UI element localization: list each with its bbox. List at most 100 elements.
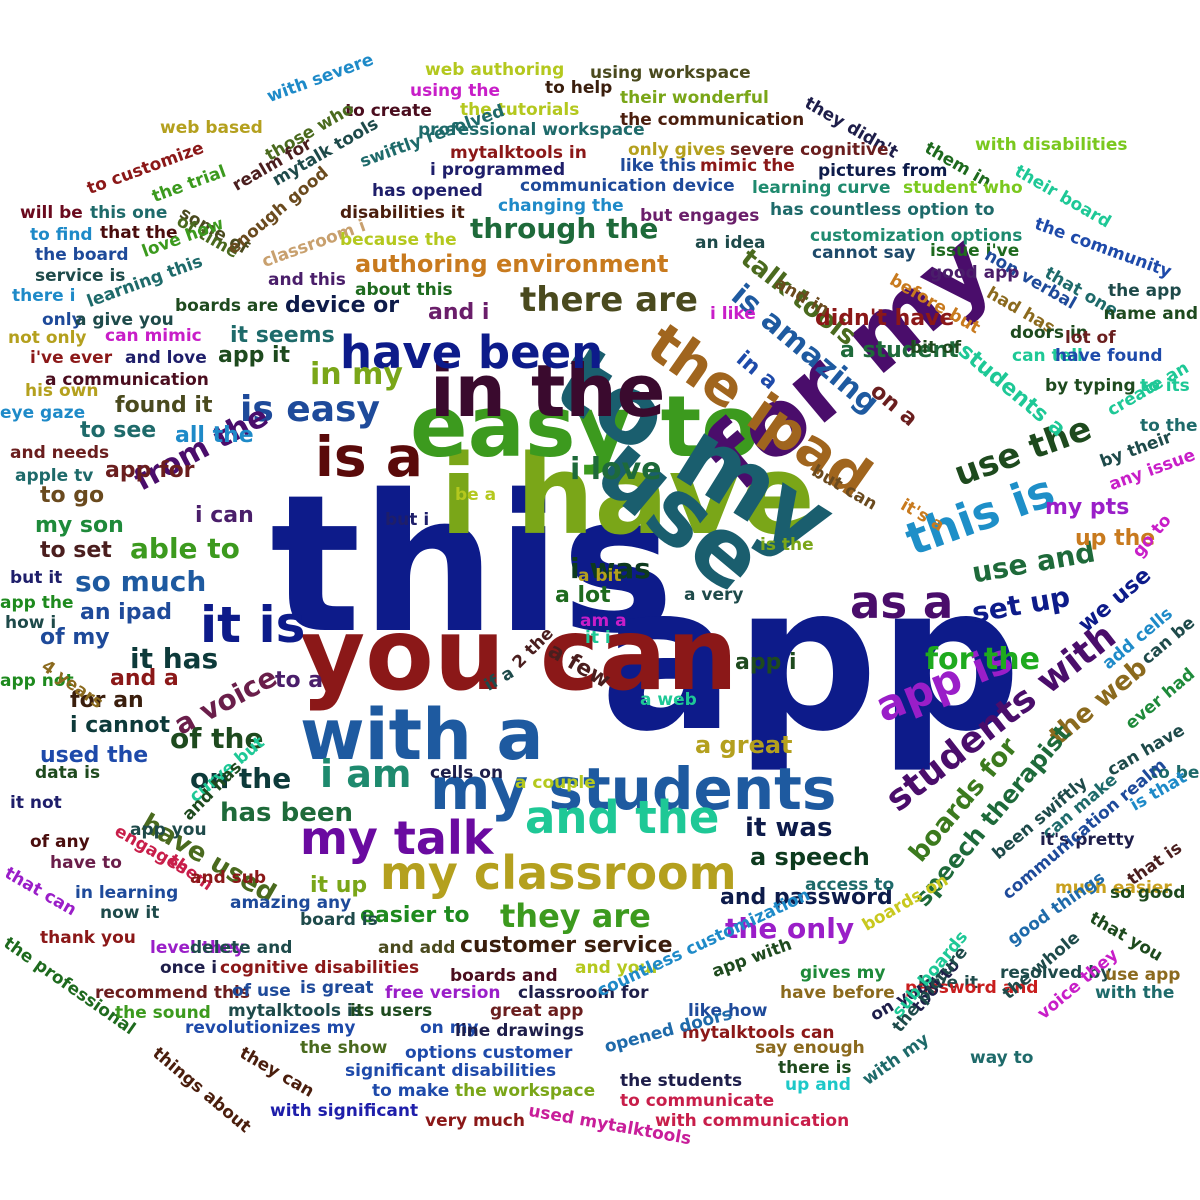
word: they are: [500, 897, 651, 935]
word: an idea: [695, 233, 766, 253]
word: to the: [1140, 416, 1198, 436]
word: i was: [570, 552, 651, 585]
word: the board: [35, 245, 129, 265]
word: i programmed: [430, 160, 566, 180]
word: it has: [130, 642, 219, 675]
word: app i: [735, 650, 797, 675]
word: to create: [345, 101, 432, 121]
word: not only: [8, 328, 87, 348]
word: thank you: [40, 928, 136, 948]
word: in my: [310, 357, 403, 392]
word: my pts: [1045, 495, 1130, 520]
word: to see: [80, 418, 157, 443]
word: mimic the: [700, 156, 795, 176]
word: classroom for: [518, 983, 649, 1003]
word: data is: [35, 763, 101, 783]
word: only: [42, 310, 83, 330]
word: the tutorials: [460, 100, 580, 120]
word: all the: [175, 423, 254, 448]
word: a student: [840, 338, 959, 363]
word: in the: [430, 349, 666, 433]
word: good app: [930, 263, 1020, 283]
word: name and: [1103, 304, 1198, 324]
word: able to: [130, 532, 240, 565]
word: cells on: [430, 763, 504, 783]
word: the sound: [115, 1003, 211, 1023]
word: apple tv: [15, 466, 94, 486]
word: it i: [585, 628, 611, 648]
word: have found: [1055, 346, 1163, 366]
word: the app: [1108, 281, 1182, 301]
word: and your: [575, 958, 660, 978]
word: my son: [35, 513, 124, 538]
word: in learning: [75, 883, 179, 903]
word: has opened: [372, 181, 483, 201]
word: it is: [200, 596, 306, 654]
word: customer service: [460, 933, 673, 958]
word: their wonderful: [620, 88, 769, 108]
word: the workspace: [455, 1081, 596, 1101]
word: to a: [275, 668, 324, 693]
word: line drawings: [455, 1021, 585, 1041]
word: it was: [745, 813, 833, 843]
word: cannot say: [812, 243, 916, 263]
word: a very: [684, 585, 744, 605]
word: have to: [50, 853, 122, 873]
word: is a: [315, 425, 423, 489]
word: there are: [520, 280, 698, 320]
word: using the: [410, 81, 500, 101]
word: the show: [300, 1038, 388, 1058]
word: boards are: [175, 296, 279, 316]
word: it seems: [230, 323, 335, 348]
word: password and: [905, 978, 1039, 998]
word: of the: [170, 722, 264, 755]
word: i am: [320, 752, 412, 796]
word: with the: [1095, 983, 1175, 1003]
word: much easier: [1055, 878, 1172, 898]
word: there i: [12, 286, 76, 306]
word: to find: [30, 225, 93, 245]
word: through the: [470, 212, 659, 245]
word: say enough: [755, 1038, 865, 1058]
word: and this: [268, 270, 346, 290]
word: to be: [1150, 763, 1200, 783]
word: web based: [160, 118, 263, 138]
word: a speech: [750, 843, 870, 871]
word: a web: [640, 690, 697, 710]
word: now it: [100, 903, 160, 923]
word: a great: [695, 731, 793, 759]
word: that can: [1, 863, 80, 921]
word: and a: [110, 666, 179, 691]
word: easier to: [360, 903, 470, 928]
word: it up: [310, 873, 368, 898]
word: love it: [918, 973, 978, 993]
word: didn't have: [815, 306, 955, 331]
word: the students: [620, 1071, 743, 1091]
word: up and: [785, 1075, 851, 1095]
word: and needs: [10, 443, 110, 463]
word: i can: [195, 503, 254, 528]
word: by typing: [1045, 376, 1136, 396]
word: professional workspace: [418, 120, 645, 140]
word: be a: [455, 485, 497, 505]
word: only gives: [628, 140, 726, 160]
word: i've ever: [30, 348, 113, 368]
word: mytalktools can: [682, 1023, 835, 1043]
word: i love: [570, 452, 662, 487]
word: how i: [5, 613, 57, 633]
word: for the: [925, 642, 1040, 677]
word: but i: [385, 510, 430, 530]
word: of any: [30, 832, 90, 852]
word: bit of: [910, 338, 962, 358]
word: of use: [232, 981, 291, 1001]
word: severe cognitive: [730, 140, 889, 160]
word: for an: [70, 688, 144, 713]
word: a communication: [45, 370, 209, 390]
word: i like: [710, 304, 756, 324]
word: and sub: [190, 868, 267, 888]
word: amazing any: [230, 893, 352, 913]
word: used the: [40, 743, 149, 768]
word: disabilities it: [340, 203, 465, 223]
word: can tell: [1012, 346, 1083, 366]
